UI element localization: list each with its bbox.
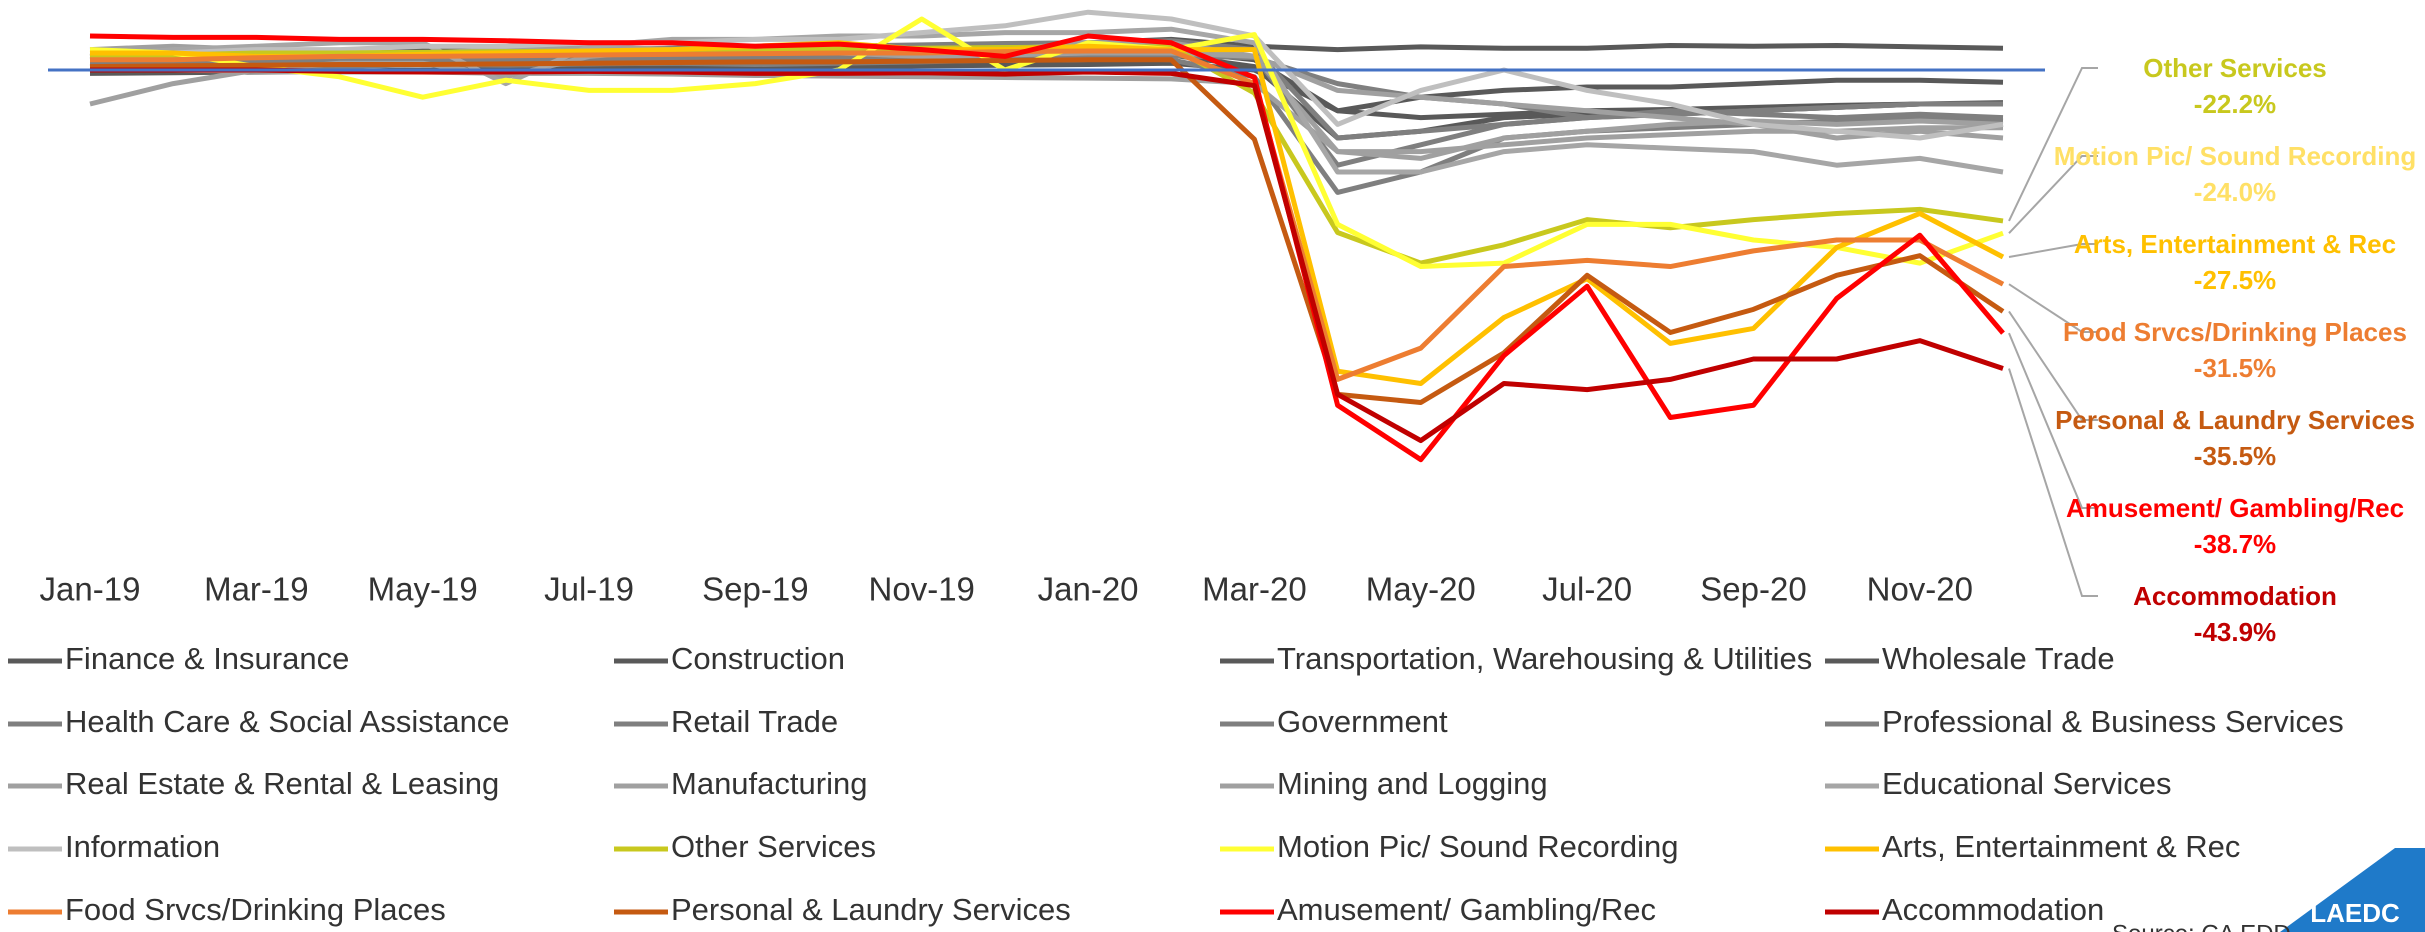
annotation-value: -24.0% [2194,177,2276,207]
legend-label: Food Srvcs/Drinking Places [65,892,446,927]
legend-label: Retail Trade [671,704,838,739]
legend-label: Professional & Business Services [1882,704,2344,739]
leader-line [2008,155,2098,234]
annotation-value: -35.5% [2194,441,2276,471]
series-line [89,26,2004,175]
leader-line [2008,310,2098,421]
legend-label: Government [1277,704,1448,739]
annotation-label: Accommodation [2133,581,2337,611]
x-tick-label: Sep-19 [702,571,808,608]
x-tick-label: May-19 [368,571,478,608]
leader-line [2008,368,2098,597]
legend-label: Arts, Entertainment & Rec [1882,829,2240,864]
legend-label: Finance & Insurance [65,641,349,676]
logo: LAEDC [2310,898,2400,928]
x-tick-label: May-20 [1366,571,1476,608]
leader-line [2008,243,2098,258]
annotation-label: Arts, Entertainment & Rec [2074,229,2396,259]
series-line [90,48,2005,382]
annotation-label: Motion Pic/ Sound Recording [2054,141,2417,171]
legend-label: Information [65,829,220,864]
series-line [89,57,2005,406]
legend-label: Manufacturing [671,766,867,801]
x-tick-label: Nov-20 [1867,571,1973,608]
annotation-value: -31.5% [2194,353,2276,383]
x-tick-label: Sep-20 [1700,571,1806,608]
series-line [90,40,2005,386]
annotation-value: -43.9% [2194,617,2276,647]
leader-line [2008,67,2098,222]
legend-label: Personal & Laundry Services [671,892,1071,927]
series-line [89,33,2005,463]
x-tick-label: Nov-19 [869,571,975,608]
x-tick-label: Jan-20 [1038,571,1139,608]
leader-line [2008,332,2098,509]
logo-shape [2280,848,2425,932]
annotation-label: Food Srvcs/Drinking Places [2063,317,2407,347]
source: Source: CA EDD [2112,920,2291,932]
legend-label: Construction [671,641,845,676]
series-line [89,16,2004,270]
annotation-value: -27.5% [2194,265,2276,295]
legend-label: Educational Services [1882,766,2172,801]
legend-label: Real Estate & Rental & Leasing [65,766,499,801]
x-tick-label: Mar-20 [1202,571,1307,608]
legend-label: Mining and Logging [1277,766,1548,801]
annotation-label: Personal & Laundry Services [2055,405,2415,435]
x-tick-label: Jul-19 [544,571,634,608]
annotation-value: -22.2% [2194,89,2276,119]
annotation-label: Other Services [2143,53,2327,83]
annotation-value: -38.7% [2194,529,2276,559]
series-line [90,67,2004,444]
legend-label: Motion Pic/ Sound Recording [1277,829,1679,864]
x-tick-label: Jul-20 [1542,571,1632,608]
legend-label: Accommodation [1882,892,2104,927]
x-tick-label: Jan-19 [40,571,141,608]
leader-line [2008,283,2098,333]
legend-label: Amusement/ Gambling/Rec [1277,892,1656,927]
annotation-label: Amusement/ Gambling/Rec [2066,493,2404,523]
legend-label: Other Services [671,829,876,864]
legend-label: Transportation, Warehousing & Utilities [1277,641,1812,676]
legend-label: Health Care & Social Assistance [65,704,510,739]
series-line [89,9,2004,141]
legend-label: Wholesale Trade [1882,641,2115,676]
x-tick-label: Mar-19 [204,571,309,608]
